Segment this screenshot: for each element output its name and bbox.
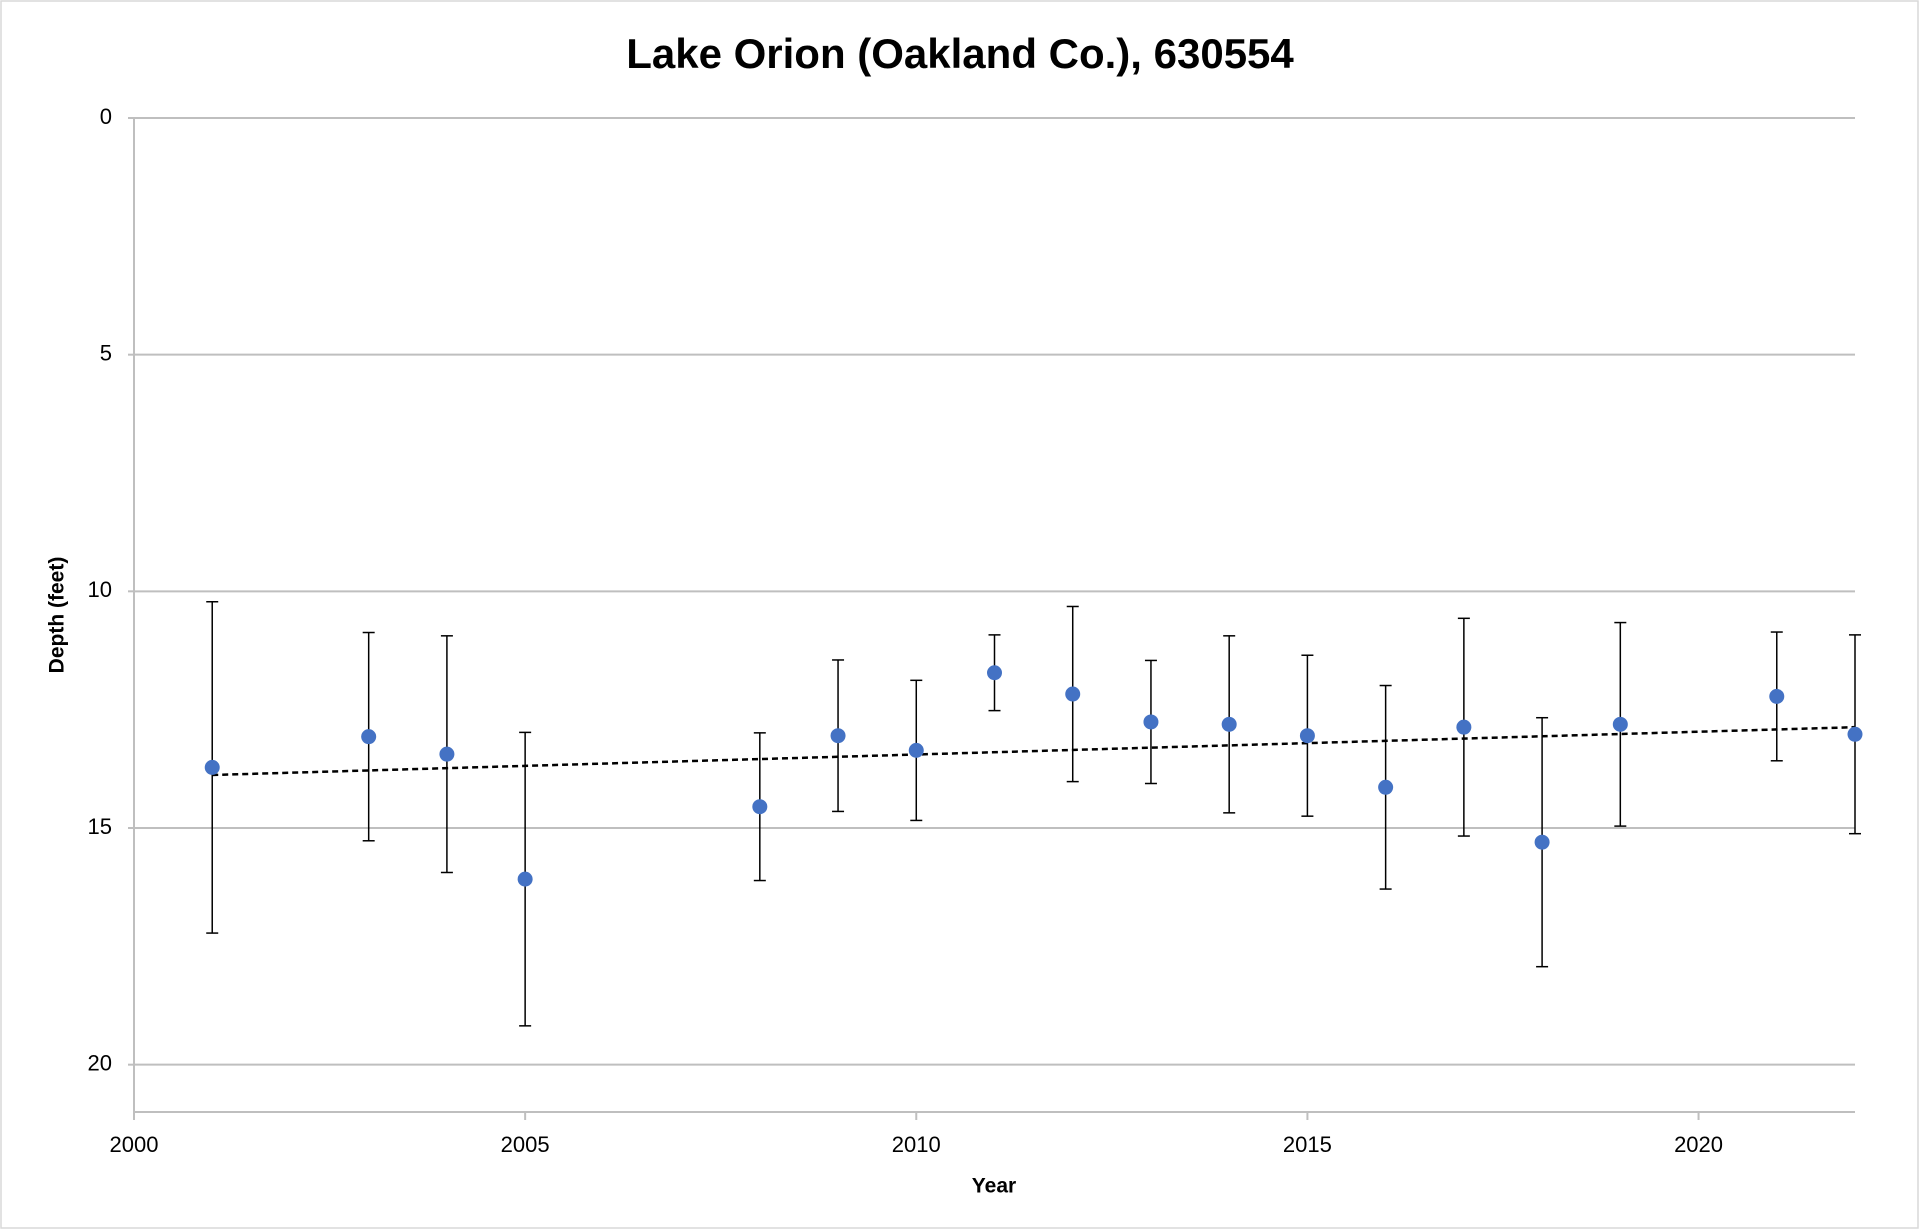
data-point [908, 742, 924, 758]
data-point [1612, 716, 1628, 732]
y-axis-title: Depth (feet) [46, 557, 69, 674]
data-point [439, 746, 455, 762]
x-tick-label: 2010 [892, 1132, 941, 1157]
y-tick-label: 15 [88, 814, 112, 839]
data-point [1769, 688, 1785, 704]
data-point [1534, 834, 1550, 850]
data-point [204, 759, 220, 775]
data-point [1221, 716, 1237, 732]
x-axis-title: Year [972, 1175, 1016, 1198]
data-point [517, 871, 533, 887]
data-point [361, 729, 377, 745]
chart-title: Lake Orion (Oakland Co.), 630554 [626, 30, 1294, 77]
data-point [1143, 714, 1159, 730]
x-tick-label: 2020 [1674, 1132, 1723, 1157]
data-point [1847, 726, 1863, 742]
y-tick-label: 20 [88, 1050, 112, 1075]
x-tick-label: 2005 [501, 1132, 550, 1157]
data-point [830, 728, 846, 744]
y-tick-label: 0 [100, 104, 112, 129]
y-tick-label: 5 [100, 340, 112, 365]
x-tick-label: 2000 [110, 1132, 159, 1157]
data-point [1299, 728, 1315, 744]
y-tick-label: 10 [88, 577, 112, 602]
x-tick-label: 2015 [1283, 1132, 1332, 1157]
data-point [987, 665, 1002, 681]
data-point [752, 799, 768, 815]
data-point [1065, 686, 1081, 702]
trendline [212, 725, 1856, 777]
data-point [1456, 719, 1472, 735]
data-point [1378, 779, 1394, 795]
